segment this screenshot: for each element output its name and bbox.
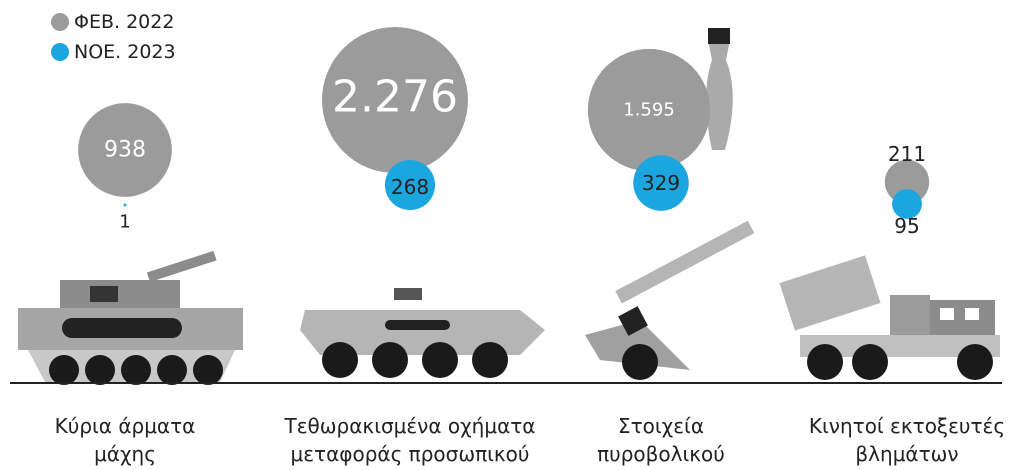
value-label: 268 <box>391 175 429 199</box>
category-label: Κύρια άρματα μάχης <box>54 414 196 466</box>
wheel <box>422 342 458 378</box>
bomb <box>706 40 733 150</box>
tank-turret <box>60 280 180 310</box>
category-label: Τεθωρακισμένα οχήματα μεταφοράς προσωπικ… <box>284 414 536 466</box>
value-label: 95 <box>894 214 919 238</box>
launcher-cab <box>930 300 995 340</box>
value-label: 329 <box>642 171 680 195</box>
wheel <box>622 344 658 380</box>
wheel <box>49 355 79 385</box>
legend-swatch <box>51 43 69 61</box>
cab-window <box>965 308 979 320</box>
value-label: 1.595 <box>623 100 675 121</box>
apc-gun <box>394 288 422 300</box>
legend-swatch <box>51 13 69 31</box>
wheel <box>85 355 115 385</box>
tank-hatch <box>90 286 118 302</box>
bubble <box>884 159 930 205</box>
category-label: Κινητοί εκτοξευτές βλημάτων <box>808 414 1006 466</box>
bubble <box>633 155 689 211</box>
launcher-chassis <box>800 335 1000 357</box>
value-label: 211 <box>888 142 926 166</box>
bubble <box>384 159 436 211</box>
launcher-box <box>890 295 930 335</box>
bubble <box>123 203 127 207</box>
wheel <box>193 355 223 385</box>
legend-label: ΦΕΒ. 2022 <box>74 11 174 33</box>
wheel <box>472 342 508 378</box>
bubble <box>587 48 711 172</box>
wheel <box>372 342 408 378</box>
bubble <box>322 27 468 173</box>
cab-window <box>940 308 954 320</box>
wheel <box>957 344 993 380</box>
bomb-fin <box>708 28 730 44</box>
wheel <box>807 344 843 380</box>
legend-label: ΝΟΕ. 2023 <box>74 41 176 63</box>
wheel <box>121 355 151 385</box>
apc-slot <box>385 320 450 330</box>
bubble <box>892 189 922 219</box>
wheel <box>157 355 187 385</box>
value-label: 938 <box>104 138 146 163</box>
launcher-pod <box>779 255 881 331</box>
wheel <box>852 344 888 380</box>
bubble <box>78 103 172 197</box>
tank-slot <box>62 318 182 338</box>
wheel <box>322 342 358 378</box>
howitzer-sight <box>618 306 648 336</box>
value-label: 2.276 <box>332 72 458 123</box>
value-label: 1 <box>119 212 130 233</box>
howitzer-barrel <box>615 220 755 304</box>
tank-gun <box>146 250 217 282</box>
illustrations <box>18 28 1000 385</box>
category-label: Στοιχεία πυροβολικού <box>597 414 725 466</box>
